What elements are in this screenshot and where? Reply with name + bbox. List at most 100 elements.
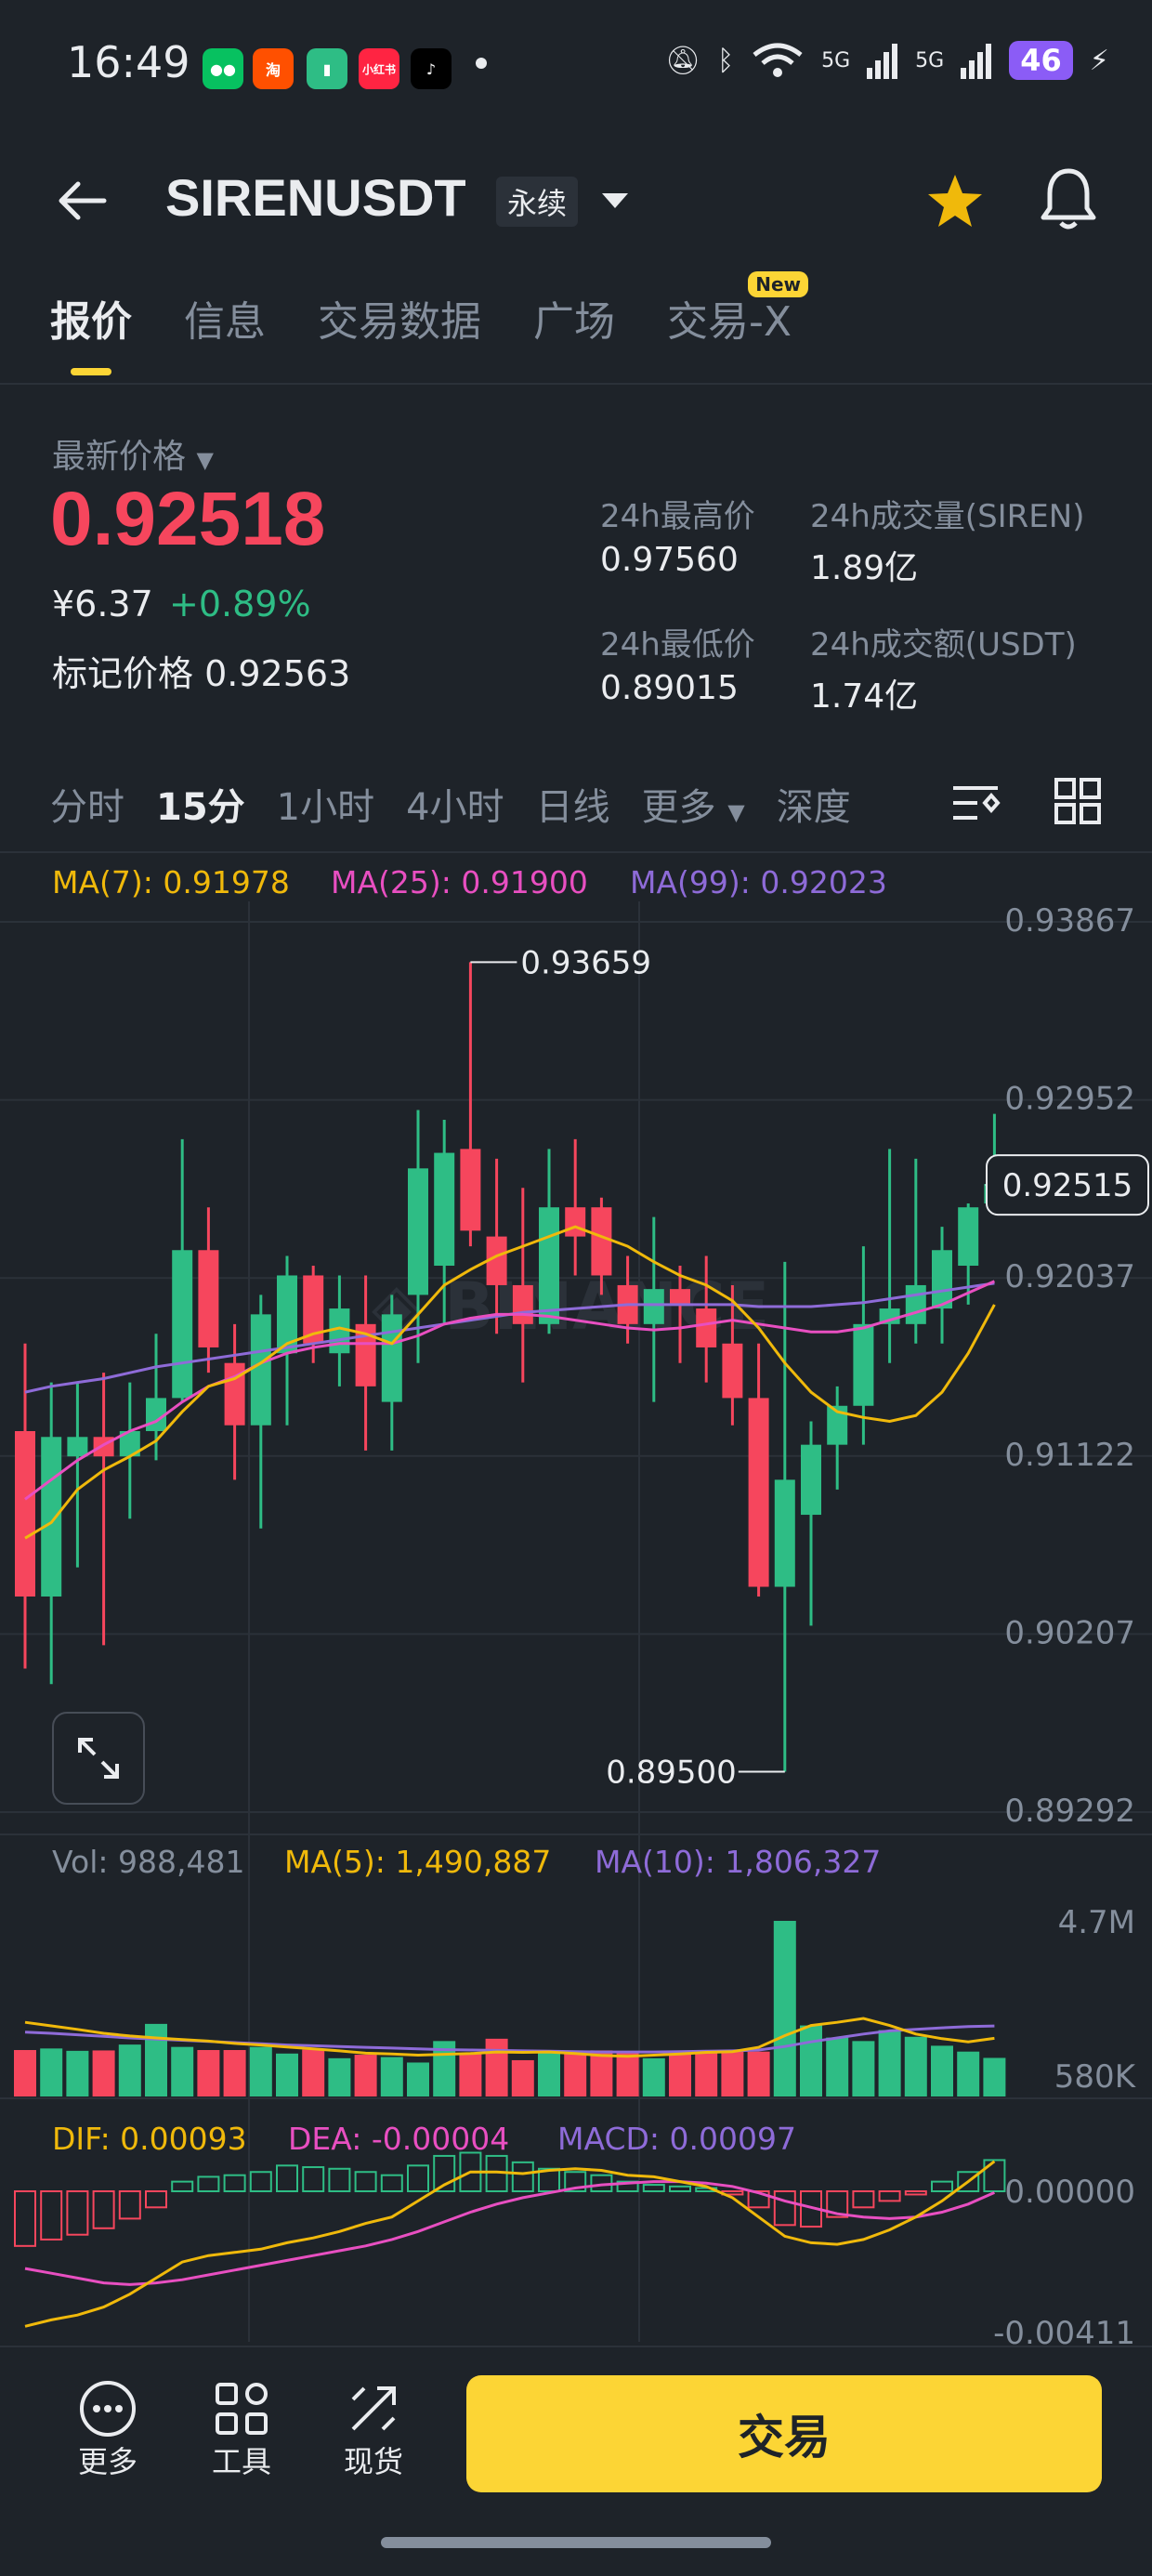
- candle-body: [41, 1437, 62, 1597]
- layout-grid-icon[interactable]: [1054, 777, 1102, 825]
- fullscreen-button[interactable]: [52, 1712, 145, 1805]
- macd-histogram-bar: [407, 2164, 429, 2193]
- dea-line: [24, 2180, 996, 2286]
- price-axis-label: 0.92952: [1004, 1081, 1135, 1118]
- tab-info[interactable]: 信息: [184, 298, 266, 346]
- dea-legend: DEA: -0.00004: [288, 2121, 510, 2157]
- price-axis-label: 0.91122: [1004, 1437, 1135, 1474]
- latest-price-label[interactable]: 最新价格 ▼: [52, 429, 214, 478]
- bluetooth-icon: ᛒ: [717, 44, 735, 77]
- low-label: 24h最低价: [600, 626, 755, 664]
- tools-button[interactable]: 工具: [212, 2379, 271, 2481]
- notification-dot-icon: [476, 58, 487, 69]
- macd-histogram-bar: [931, 2180, 953, 2192]
- volume-bar: [14, 2050, 36, 2096]
- volume-bar: [878, 2030, 901, 2096]
- volume-bar: [40, 2048, 63, 2096]
- signal-bars-icon: [867, 44, 898, 79]
- home-indicator[interactable]: [381, 2537, 771, 2548]
- interval-1d[interactable]: 日线: [535, 786, 610, 829]
- turnover-label: 24h成交额(USDT): [810, 626, 1077, 664]
- tab-quote[interactable]: 报价: [50, 288, 132, 375]
- volume-value: 1.89亿: [810, 549, 919, 587]
- macd-histogram-bar: [14, 2190, 36, 2247]
- interval-depth[interactable]: 深度: [776, 786, 851, 829]
- macd-histogram-bar: [904, 2190, 927, 2196]
- candle-body: [932, 1250, 952, 1309]
- dif-legend: DIF: 0.00093: [52, 2121, 247, 2157]
- interval-15m[interactable]: 15分: [156, 786, 245, 829]
- macd-histogram-bar: [564, 2171, 587, 2192]
- macd-histogram-bar: [66, 2190, 89, 2236]
- volume-ma5-line: [24, 2017, 995, 2058]
- macd-histogram-bar: [328, 2167, 351, 2193]
- volume-bar: [590, 2050, 613, 2096]
- macd-histogram-bar: [747, 2190, 770, 2209]
- interval-line[interactable]: 分时: [50, 786, 124, 829]
- volume-bar: [538, 2051, 560, 2096]
- more-label: 更多: [78, 2444, 138, 2479]
- candle-body: [434, 1152, 455, 1267]
- volume-bar: [92, 2050, 115, 2096]
- more-button[interactable]: 更多: [78, 2379, 137, 2481]
- volume-bar: [407, 2062, 429, 2096]
- candle-body: [250, 1314, 271, 1426]
- tab-trade-data[interactable]: 交易数据: [318, 298, 481, 346]
- candle-body: [591, 1207, 612, 1276]
- interval-more-label: 更多: [641, 786, 716, 829]
- macd-axis-label: 0.00000: [1004, 2174, 1135, 2211]
- high-annotation: 0.93659: [520, 944, 651, 981]
- candle-body: [722, 1343, 743, 1399]
- interval-4h[interactable]: 4小时: [406, 786, 504, 829]
- back-arrow-icon[interactable]: [54, 177, 110, 225]
- volume-bar: [852, 2041, 875, 2096]
- candle-body: [958, 1207, 979, 1267]
- candle-body: [277, 1275, 297, 1354]
- candle-body: [696, 1308, 717, 1347]
- price-axis-label: 0.90207: [1004, 1614, 1135, 1651]
- status-icons: 🔕︎ ᛒ 5G 5G 46 ⚡︎: [665, 41, 1109, 80]
- volume-bar: [721, 2051, 744, 2096]
- macd-histogram-bar: [983, 2159, 1006, 2192]
- wifi-icon: [753, 43, 803, 77]
- macd-histogram-bar: [433, 2154, 456, 2193]
- high-label: 24h最高价: [600, 498, 755, 535]
- ma7-line: [24, 1225, 996, 1540]
- volume-bar: [171, 2046, 194, 2096]
- indicator-settings-icon[interactable]: [949, 777, 1001, 829]
- tab-trade-x-label: 交易-X: [667, 298, 792, 346]
- macd-histogram-bar: [302, 2166, 325, 2192]
- interval-more[interactable]: 更多 ▼: [642, 777, 745, 831]
- tab-square[interactable]: 广场: [533, 298, 615, 346]
- kline-chart[interactable]: 0.93867 0.92952 0.92037 0.91122 0.90207 0.892…: [0, 0, 1152, 2360]
- macd-histogram-bar: [773, 2190, 796, 2227]
- candle-body: [15, 1430, 35, 1597]
- volume-bar: [145, 2023, 167, 2096]
- macd-histogram-bar: [40, 2190, 63, 2241]
- spot-button[interactable]: 现货: [344, 2379, 403, 2481]
- tab-trade-x[interactable]: 交易-X New: [667, 271, 809, 348]
- macd-legend: MACD: 0.00097: [557, 2121, 796, 2157]
- mute-icon: 🔕︎: [665, 44, 701, 77]
- candle-body: [774, 1479, 795, 1587]
- symbol-title[interactable]: SIRENUSDT: [165, 168, 466, 227]
- star-icon[interactable]: [925, 171, 985, 230]
- battery-indicator: 46: [1009, 41, 1073, 80]
- candle-body: [486, 1236, 507, 1285]
- mark-price-label: 标记价格: [52, 653, 194, 694]
- interval-1h[interactable]: 1小时: [276, 786, 375, 829]
- latest-price-label-text: 最新价格: [52, 438, 187, 476]
- candle-body: [643, 1289, 664, 1324]
- macd-histogram-bar: [957, 2171, 980, 2192]
- candle-body: [670, 1289, 690, 1305]
- vol-legend: Vol: 988,481: [52, 1844, 245, 1880]
- trade-button[interactable]: 交易: [466, 2375, 1102, 2492]
- ma25-line: [24, 1280, 996, 1501]
- volume-bar: [302, 2049, 325, 2096]
- charging-icon: ⚡︎: [1089, 44, 1109, 77]
- bell-icon[interactable]: [1039, 165, 1098, 232]
- interval-bar: 分时 15分 1小时 4小时 日线 更多 ▼ 深度: [50, 777, 851, 831]
- macd-histogram-bar: [223, 2174, 246, 2192]
- wechat-icon: ●●: [203, 48, 243, 89]
- dropdown-icon[interactable]: [600, 190, 630, 212]
